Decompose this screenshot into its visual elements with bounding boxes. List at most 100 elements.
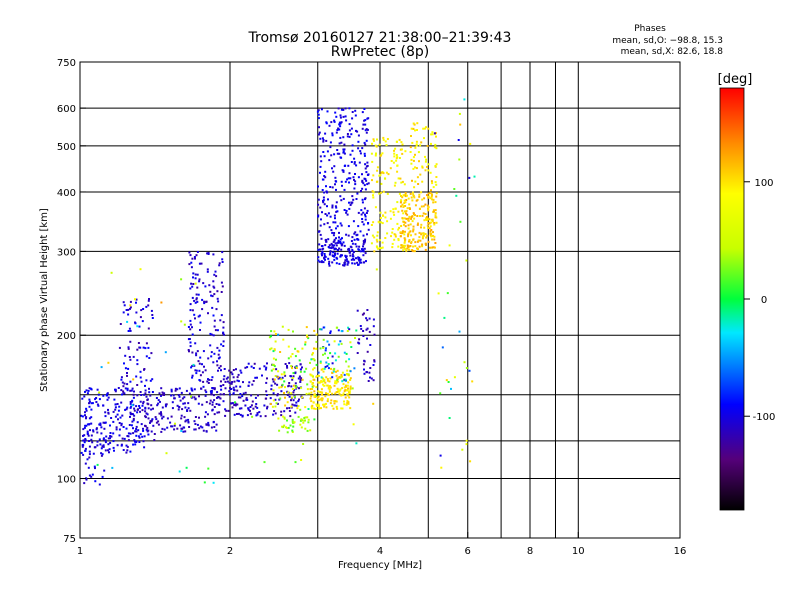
data-point <box>400 205 402 208</box>
data-point <box>372 138 375 141</box>
data-point <box>348 123 351 126</box>
data-point <box>272 392 275 395</box>
data-point <box>379 174 382 177</box>
data-point <box>97 404 100 407</box>
data-point <box>362 330 365 332</box>
data-point <box>212 285 215 288</box>
data-point <box>412 167 415 170</box>
data-point <box>191 285 194 288</box>
data-point <box>426 194 428 197</box>
data-point <box>400 246 403 249</box>
data-point <box>310 395 313 398</box>
data-point <box>327 212 330 215</box>
data-point <box>146 430 149 433</box>
data-point <box>384 211 387 214</box>
data-point <box>265 394 268 396</box>
data-point <box>292 425 295 428</box>
data-point <box>189 341 192 344</box>
data-point <box>332 234 335 237</box>
data-point <box>107 412 110 415</box>
data-point <box>222 345 225 347</box>
data-point <box>205 423 208 426</box>
data-point <box>171 401 174 404</box>
data-point <box>136 384 139 386</box>
data-point <box>215 423 218 426</box>
data-point <box>335 382 338 385</box>
data-point <box>401 143 404 146</box>
data-point <box>317 133 320 136</box>
data-point <box>348 328 351 331</box>
data-point <box>309 397 312 400</box>
data-point <box>274 398 277 401</box>
data-point <box>274 405 277 408</box>
data-point <box>318 230 321 233</box>
data-point <box>149 379 152 382</box>
data-point <box>149 421 151 424</box>
data-point <box>269 348 272 351</box>
data-point <box>139 370 142 373</box>
data-point <box>211 376 214 379</box>
data-point <box>115 426 118 429</box>
data-point <box>343 148 346 151</box>
data-point <box>247 408 250 411</box>
data-point <box>117 387 120 389</box>
data-point <box>148 391 151 394</box>
data-point <box>324 395 327 398</box>
data-point <box>338 247 341 250</box>
data-point <box>369 344 372 346</box>
data-point <box>343 209 346 211</box>
data-point <box>196 350 199 353</box>
data-point <box>223 333 225 336</box>
data-point <box>380 221 382 224</box>
data-point <box>351 253 354 256</box>
data-point <box>361 179 364 182</box>
data-point <box>274 340 277 343</box>
data-point <box>145 355 148 358</box>
data-point <box>82 453 85 456</box>
data-point <box>326 340 329 343</box>
data-point <box>124 408 127 411</box>
data-point <box>85 416 88 419</box>
data-point <box>435 221 438 224</box>
data-point <box>373 139 375 142</box>
data-point <box>324 255 327 258</box>
data-point <box>329 250 332 253</box>
data-point <box>339 238 342 241</box>
data-point <box>294 347 297 350</box>
data-point <box>429 225 432 228</box>
data-point <box>348 181 350 184</box>
data-point <box>310 374 313 377</box>
data-point <box>88 456 91 459</box>
data-point <box>319 137 322 140</box>
data-point <box>373 359 376 362</box>
data-point <box>174 387 177 390</box>
data-point <box>352 220 355 223</box>
data-point <box>316 375 319 378</box>
data-point <box>326 205 328 208</box>
data-point <box>420 191 423 194</box>
data-point <box>250 394 253 397</box>
data-point <box>336 407 339 410</box>
data-point <box>334 382 337 384</box>
data-point <box>414 146 417 149</box>
data-point <box>432 201 435 204</box>
data-point <box>330 242 333 245</box>
data-point <box>197 293 200 296</box>
data-point <box>83 434 86 437</box>
data-point <box>414 214 416 217</box>
data-point <box>212 421 215 424</box>
data-point <box>355 442 358 445</box>
data-point <box>463 361 466 364</box>
data-point <box>207 467 210 470</box>
data-point <box>394 235 397 238</box>
data-point <box>407 224 410 227</box>
data-point <box>293 421 296 424</box>
data-point <box>384 216 387 219</box>
data-point <box>418 236 421 239</box>
data-point <box>344 378 347 381</box>
data-point <box>366 128 369 131</box>
data-point <box>352 257 355 260</box>
data-point <box>402 206 405 208</box>
data-point <box>248 381 251 384</box>
data-point <box>294 386 297 389</box>
